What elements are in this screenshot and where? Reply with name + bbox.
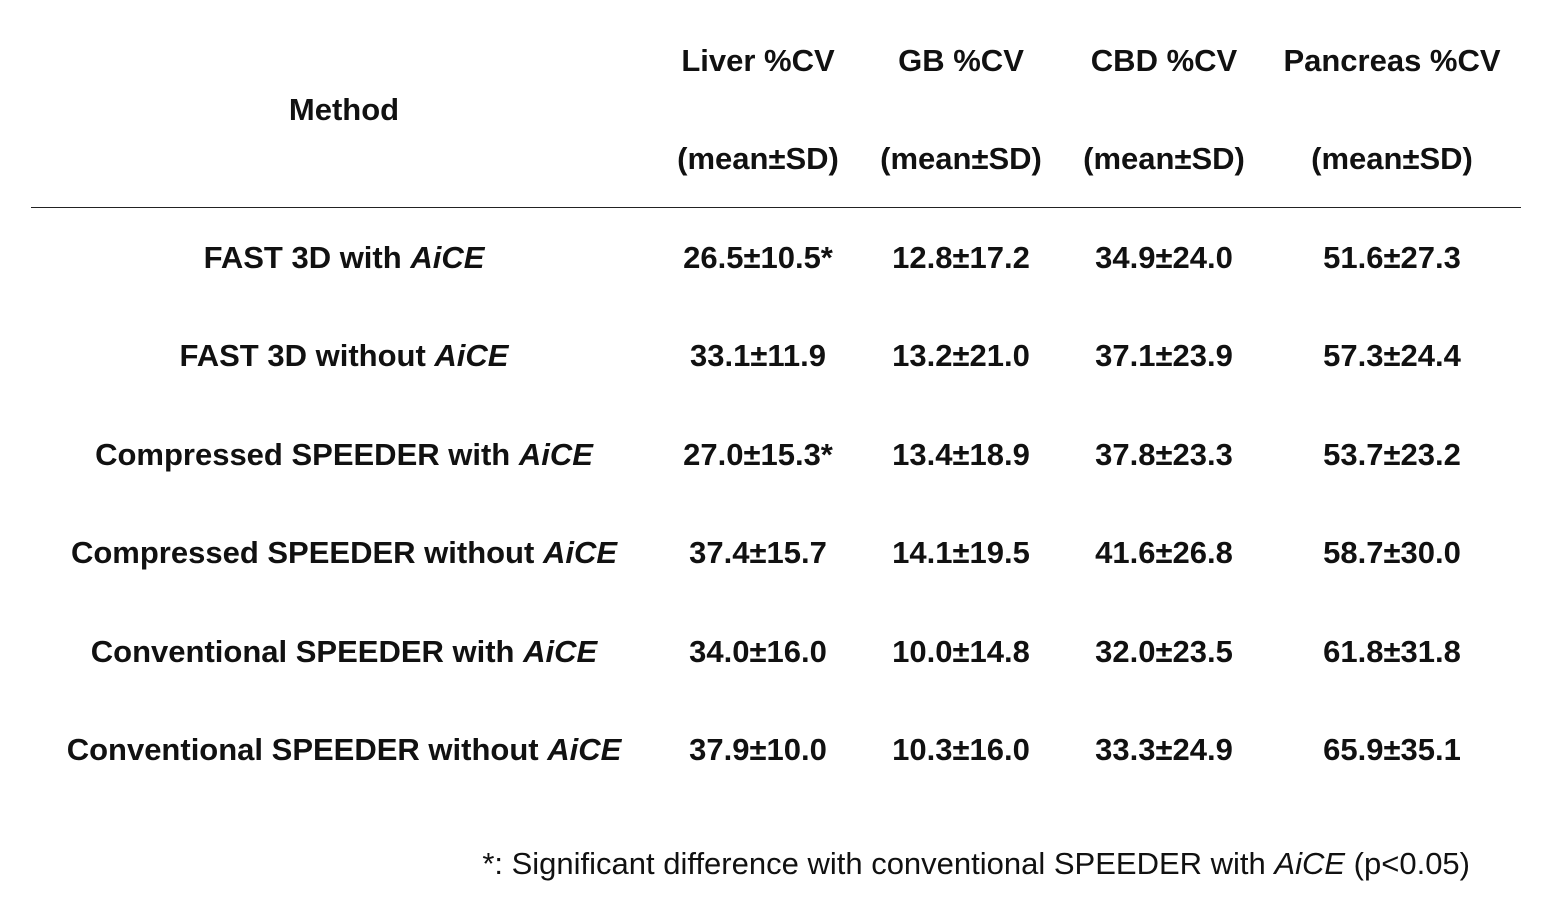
row-2-pancreas: 53.7±23.2	[1323, 437, 1461, 472]
header-method: Method	[288, 92, 400, 127]
row-4-cbd: 32.0±23.5	[1095, 634, 1233, 669]
row-4-method: Conventional SPEEDER with AiCE	[90, 634, 598, 669]
row-3-gb: 14.1±19.5	[892, 535, 1030, 570]
footnote: *: Significant difference with conventio…	[482, 846, 1470, 881]
row-0-gb: 12.8±17.2	[892, 240, 1030, 275]
row-2-gb: 13.4±18.9	[892, 437, 1030, 472]
header-pancreas: Pancreas %CV	[1283, 43, 1501, 78]
row-2-method: Compressed SPEEDER with AiCE	[95, 437, 593, 472]
header-pancreas-sub: (mean±SD)	[1311, 141, 1473, 176]
row-3-liver: 37.4±15.7	[689, 535, 827, 570]
row-5-pancreas: 65.9±35.1	[1323, 732, 1461, 767]
row-5-gb: 10.3±16.0	[892, 732, 1030, 767]
row-5-method: Conventional SPEEDER without AiCE	[66, 732, 622, 767]
row-1-cbd: 37.1±23.9	[1095, 338, 1233, 373]
row-2-liver: 27.0±15.3*	[683, 437, 833, 472]
header-divider	[31, 207, 1521, 208]
row-4-gb: 10.0±14.8	[892, 634, 1030, 669]
row-3-method: Compressed SPEEDER without AiCE	[70, 535, 618, 570]
header-cbd: CBD %CV	[1090, 43, 1238, 78]
header-gb-sub: (mean±SD)	[880, 141, 1042, 176]
row-0-cbd: 34.9±24.0	[1095, 240, 1233, 275]
row-1-pancreas: 57.3±24.4	[1323, 338, 1461, 373]
row-1-gb: 13.2±21.0	[892, 338, 1030, 373]
row-5-liver: 37.9±10.0	[689, 732, 827, 767]
header-gb: GB %CV	[898, 43, 1024, 78]
row-3-cbd: 41.6±26.8	[1095, 535, 1233, 570]
row-4-pancreas: 61.8±31.8	[1323, 634, 1461, 669]
row-0-pancreas: 51.6±27.3	[1323, 240, 1461, 275]
header-liver-sub: (mean±SD)	[677, 141, 839, 176]
row-0-method: FAST 3D with AiCE	[203, 240, 485, 275]
row-3-pancreas: 58.7±30.0	[1323, 535, 1461, 570]
row-1-liver: 33.1±11.9	[690, 338, 826, 373]
row-0-liver: 26.5±10.5*	[683, 240, 833, 275]
row-2-cbd: 37.8±23.3	[1095, 437, 1233, 472]
row-5-cbd: 33.3±24.9	[1095, 732, 1233, 767]
header-liver: Liver %CV	[681, 43, 835, 78]
row-4-liver: 34.0±16.0	[689, 634, 827, 669]
row-1-method: FAST 3D without AiCE	[179, 338, 509, 373]
header-cbd-sub: (mean±SD)	[1083, 141, 1245, 176]
